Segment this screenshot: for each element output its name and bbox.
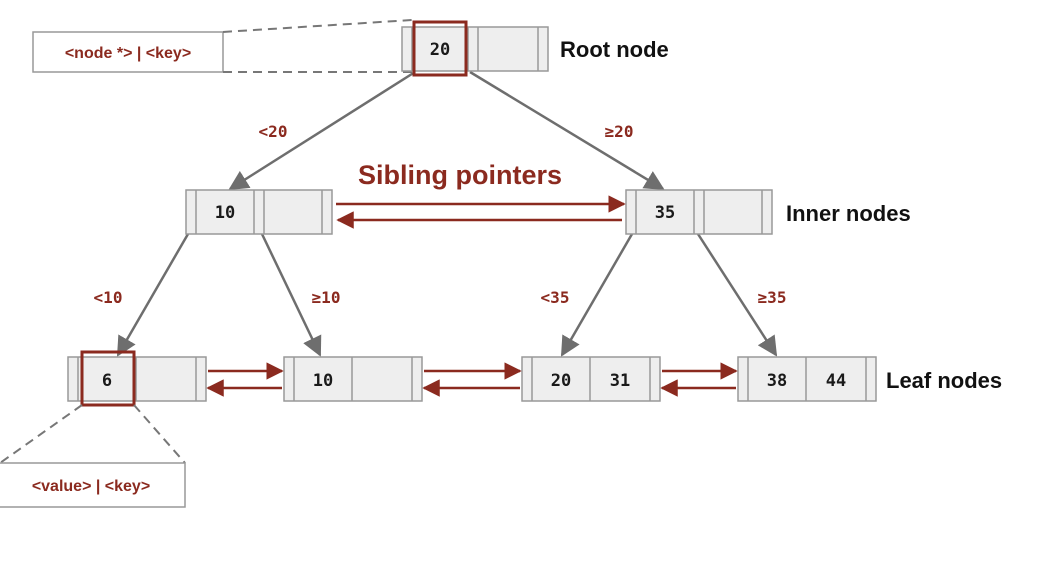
edge-label-innerright-right: ≥35	[758, 288, 787, 307]
tree-edges	[116, 70, 778, 357]
leaf-nodes-label: Leaf nodes	[886, 368, 1002, 393]
leaf-node-2: 10	[283, 356, 423, 402]
edge-innerright-left	[560, 233, 634, 357]
edge-root-right	[469, 70, 665, 191]
root-node-label: Root node	[560, 37, 669, 62]
edge-root-left	[228, 70, 416, 191]
leaf-callout-dash-right	[133, 404, 186, 464]
leaf-format-callout: <value> | <key>	[0, 404, 186, 508]
inner-node-right: 35	[625, 189, 773, 235]
leaf-2-key-1: 10	[313, 371, 333, 391]
leaf-node-4: 38 44	[737, 356, 877, 402]
inner-node-left: 10	[185, 189, 333, 235]
leaf-node-3: 20 31	[521, 356, 661, 402]
leaf-format-text: <value> | <key>	[32, 478, 150, 495]
edge-label-innerright-left: <35	[541, 288, 570, 307]
edge-label-root-left: <20	[259, 122, 288, 141]
root-key-highlight	[412, 20, 468, 77]
leaf-1-key-1: 6	[102, 371, 112, 391]
leaf-3-key-1: 20	[551, 371, 571, 391]
sibling-pointers-label: Sibling pointers	[358, 160, 562, 190]
inner-nodes-label: Inner nodes	[786, 201, 911, 226]
edge-innerleft-left	[116, 233, 190, 357]
edge-innerright-right	[696, 233, 778, 357]
root-node: 20	[401, 20, 549, 77]
edge-innerleft-right	[260, 233, 322, 357]
inner-right-key-1: 35	[655, 203, 675, 223]
edge-label-innerleft-right: ≥10	[312, 288, 341, 307]
leaf-4-key-1: 38	[767, 371, 787, 391]
leaf-key-highlight	[80, 350, 136, 407]
root-key-1: 20	[430, 40, 450, 60]
edge-label-root-right: ≥20	[605, 122, 634, 141]
root-format-text: <node *> | <key>	[65, 45, 191, 62]
leaf-callout-dash-left	[0, 404, 83, 464]
inner-left-key-1: 10	[215, 203, 235, 223]
edge-label-innerleft-left: <10	[94, 288, 123, 307]
leaf-4-key-2: 44	[826, 371, 846, 391]
leaf-node-1: 6	[67, 350, 207, 407]
callout-dash-top	[222, 19, 413, 33]
root-format-callout: <node *> | <key>	[32, 19, 413, 73]
leaf-3-key-2: 31	[610, 371, 630, 391]
